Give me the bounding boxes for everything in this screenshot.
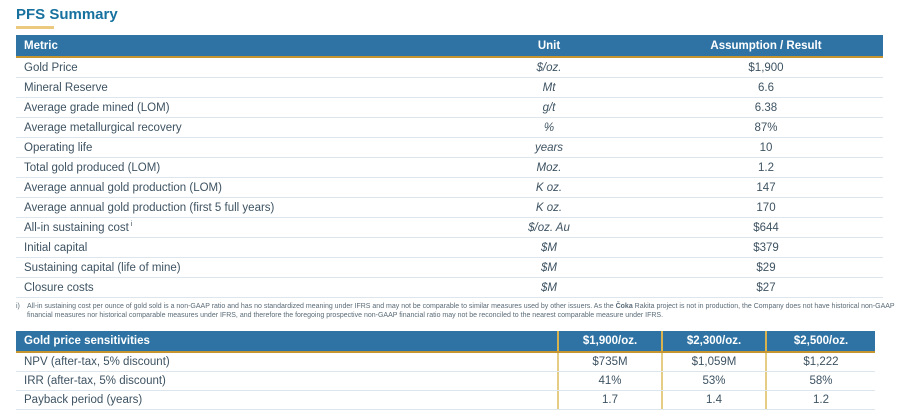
value-cell: 41%	[557, 372, 661, 390]
column-header-result: Assumption / Result	[710, 39, 822, 52]
value-cell: 147	[756, 181, 776, 194]
value-cell: 1.2	[758, 161, 774, 174]
footnote-text-part1: All-in sustaining cost per ounce of gold…	[27, 303, 616, 310]
value-cell: 1.7	[557, 391, 661, 409]
table-row: Payback period (years) 1.7 1.4 1.2	[16, 391, 875, 410]
metric-cell: Average annual gold production (LOM)	[24, 181, 222, 194]
table-row: Operating life years 10	[16, 138, 883, 158]
value-cell: $735M	[557, 353, 661, 371]
page: PFS Summary Metric Unit Assumption / Res…	[16, 6, 898, 410]
unit-cell: years	[534, 141, 564, 154]
value-cell: 6.6	[758, 81, 774, 94]
unit-cell: $M	[541, 261, 557, 274]
metric-cell: All-in sustaining cost i	[16, 221, 449, 234]
scenario-header-2300: $2,300/oz.	[661, 331, 765, 351]
table-row: Average annual gold production (first 5 …	[16, 198, 883, 218]
unit-cell: Moz.	[536, 161, 562, 174]
metric-cell: Operating life	[24, 141, 93, 154]
scenario-header-1900: $1,900/oz.	[557, 331, 661, 351]
table-row: Average metallurgical recovery % 87%	[16, 118, 883, 138]
unit-cell: $/oz.	[536, 61, 562, 74]
table-row: Mineral Reserve Mt 6.6	[16, 78, 883, 98]
value-cell: 170	[756, 201, 776, 214]
footnote-text: All-in sustaining cost per ounce of gold…	[27, 303, 898, 320]
value-cell: 53%	[661, 372, 765, 390]
value-cell: $379	[753, 241, 779, 254]
table-row: Average annual gold production (LOM) K o…	[16, 178, 883, 198]
metric-cell: Average grade mined (LOM)	[24, 101, 170, 114]
value-cell: 58%	[765, 372, 875, 390]
table-row: Gold Price $/oz. $1,900	[16, 58, 883, 78]
table-row: IRR (after-tax, 5% discount) 41% 53% 58%	[16, 372, 875, 391]
table-row: Initial capital $M $379	[16, 238, 883, 258]
metric-cell: Total gold produced (LOM)	[24, 161, 161, 174]
metric-cell: Initial capital	[24, 241, 88, 254]
value-cell: 87%	[754, 121, 778, 134]
title-underline	[16, 26, 54, 29]
table-row: Closure costs $M $27	[16, 278, 883, 298]
table-row: Total gold produced (LOM) Moz. 1.2	[16, 158, 883, 178]
page-title: PFS Summary	[16, 6, 118, 23]
metric-cell: Closure costs	[24, 281, 94, 294]
sensitivity-label: Payback period (years)	[24, 394, 143, 406]
value-cell: 10	[759, 141, 773, 154]
value-cell: $1,059M	[661, 353, 765, 371]
value-cell: $1,222	[765, 353, 875, 371]
sensitivities-header-label: Gold price sensitivities	[24, 335, 150, 347]
sensitivities-header-row: Gold price sensitivities $1,900/oz. $2,3…	[16, 331, 875, 353]
column-header-metric: Metric	[24, 39, 58, 52]
footnote-text-part2: Rakita project is not in production, the…	[27, 303, 895, 319]
unit-cell: K oz.	[535, 181, 563, 194]
unit-cell: $M	[541, 281, 557, 294]
footnote: i) All-in sustaining cost per ounce of g…	[16, 303, 898, 320]
unit-cell: Mt	[542, 81, 556, 94]
sensitivity-label: IRR (after-tax, 5% discount)	[24, 375, 166, 387]
unit-cell: $M	[541, 241, 557, 254]
value-cell: 1.4	[661, 391, 765, 409]
value-cell: $29	[756, 261, 776, 274]
table-row: Average grade mined (LOM) g/t 6.38	[16, 98, 883, 118]
value-cell: $1,900	[748, 61, 784, 74]
metric-cell: Mineral Reserve	[24, 81, 108, 94]
footnote-project-name: Čoka	[615, 303, 633, 310]
unit-cell: $/oz. Au	[528, 221, 570, 234]
metric-cell: Sustaining capital (life of mine)	[24, 261, 181, 274]
value-cell: $644	[753, 221, 779, 234]
value-cell: 1.2	[765, 391, 875, 409]
metric-cell: Gold Price	[24, 61, 78, 74]
table-row: NPV (after-tax, 5% discount) $735M $1,05…	[16, 353, 875, 372]
sensitivity-label: NPV (after-tax, 5% discount)	[24, 356, 170, 368]
value-cell: $27	[756, 281, 776, 294]
footnote-ref: i	[130, 221, 133, 229]
gold-price-sensitivities-table: Gold price sensitivities $1,900/oz. $2,3…	[16, 331, 875, 410]
metric-label: All-in sustaining cost	[24, 221, 129, 234]
column-header-unit: Unit	[537, 39, 561, 52]
value-cell: 6.38	[754, 101, 778, 114]
unit-cell: %	[543, 121, 555, 134]
metric-cell: Average annual gold production (first 5 …	[24, 201, 275, 214]
pfs-summary-table: Metric Unit Assumption / Result Gold Pri…	[16, 35, 883, 298]
unit-cell: K oz.	[535, 201, 563, 214]
metric-cell: Average metallurgical recovery	[24, 121, 182, 134]
pfs-table-header-row: Metric Unit Assumption / Result	[16, 35, 883, 58]
footnote-marker: i)	[16, 303, 20, 310]
table-row: Sustaining capital (life of mine) $M $29	[16, 258, 883, 278]
scenario-header-2500: $2,500/oz.	[765, 331, 875, 351]
unit-cell: g/t	[542, 101, 556, 114]
table-row: All-in sustaining cost i $/oz. Au $644	[16, 218, 883, 238]
